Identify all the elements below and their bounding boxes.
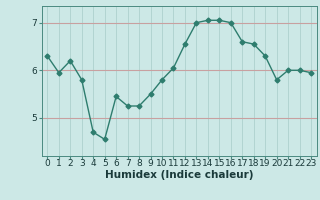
X-axis label: Humidex (Indice chaleur): Humidex (Indice chaleur) — [105, 170, 253, 180]
